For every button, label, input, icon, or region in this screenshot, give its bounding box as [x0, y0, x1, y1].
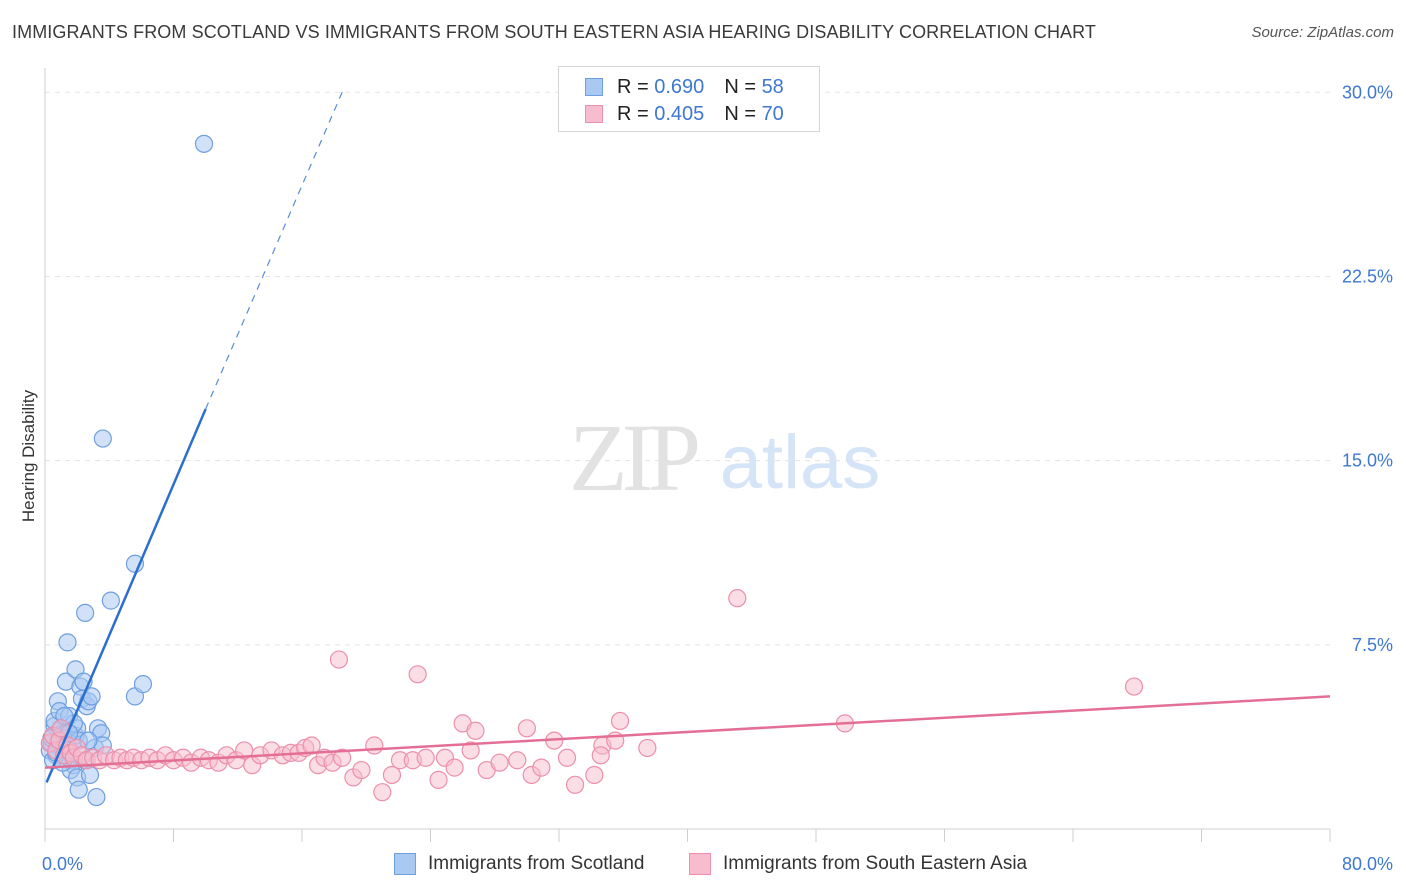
legend-swatch-pink — [585, 105, 603, 123]
sea-point — [408, 665, 427, 684]
legend-swatch-sea — [689, 853, 711, 875]
legend-row-scotland: R = 0.690 N = 58 — [585, 75, 784, 99]
scotland-point — [101, 591, 120, 610]
scotland-point — [194, 134, 214, 153]
watermark: ZIP atlas — [569, 404, 880, 511]
n-value: 58 — [761, 75, 784, 98]
sea-point — [466, 721, 485, 740]
sea-point — [557, 748, 577, 767]
sea-point — [352, 760, 371, 780]
sea-point — [365, 736, 384, 755]
scotland-point — [80, 765, 100, 785]
axes — [44, 68, 1331, 842]
scotland-point — [93, 429, 112, 448]
scotland-trend-extension — [205, 92, 343, 410]
y-tick-label: 22.5% — [1342, 266, 1393, 286]
series-scotland-points — [40, 134, 214, 807]
series-sea-points — [40, 589, 1144, 802]
r-value: 0.405 — [654, 102, 705, 125]
legend-label-scotland: Immigrants from Scotland — [428, 853, 645, 874]
sea-point — [461, 741, 480, 760]
watermark-atlas: atlas — [720, 420, 881, 505]
scotland-point — [76, 603, 95, 622]
watermark-zip: ZIP — [569, 404, 698, 511]
sea-point — [532, 758, 551, 777]
legend-item-scotland[interactable]: Immigrants from Scotland — [394, 851, 644, 877]
sea-trend-line — [44, 695, 1331, 769]
grid-lines — [45, 91, 1330, 646]
sea-point — [429, 770, 448, 789]
correlation-legend: R = 0.690 N = 58 R = 0.405 N = 70 — [558, 66, 820, 132]
sea-point — [728, 589, 747, 608]
scotland-point — [69, 780, 88, 799]
n-value: 70 — [761, 102, 784, 125]
sea-point — [591, 746, 610, 765]
scotland-point — [133, 675, 153, 694]
legend-row-sea: R = 0.405 N = 70 — [585, 102, 784, 126]
legend-label-sea: Immigrants from South Eastern Asia — [723, 853, 1028, 874]
r-label: R = — [617, 75, 649, 98]
n-label: N = — [724, 102, 756, 125]
sea-point — [490, 753, 509, 772]
legend-swatch-scotland — [394, 853, 416, 875]
sea-point — [373, 783, 392, 802]
sea-point — [416, 748, 435, 767]
r-label: R = — [617, 102, 649, 125]
chart-title: IMMIGRANTS FROM SCOTLAND VS IMMIGRANTS F… — [12, 22, 1097, 42]
scotland-point — [87, 787, 106, 807]
x-tick-label-min: 0.0% — [42, 854, 83, 874]
sea-point — [585, 765, 604, 785]
y-tick-label: 15.0% — [1342, 451, 1393, 471]
sea-point — [638, 738, 657, 758]
sea-point — [333, 748, 352, 767]
source-label: Source: ZipAtlas.com — [1251, 24, 1394, 41]
sea-point — [565, 775, 585, 794]
y-tick-label: 7.5% — [1352, 635, 1393, 655]
y-tick-label: 30.0% — [1342, 82, 1393, 102]
y-axis-label: Hearing Disability — [19, 389, 38, 522]
sea-point — [1124, 677, 1144, 696]
n-label: N = — [724, 75, 756, 98]
sea-point — [329, 650, 349, 669]
scotland-point — [58, 633, 77, 652]
sea-point — [445, 758, 464, 777]
sea-point — [508, 751, 527, 770]
legend-item-sea[interactable]: Immigrants from South Eastern Asia — [689, 851, 1027, 877]
sea-point — [382, 765, 402, 785]
tick-labels: 7.5% 15.0% 22.5% 30.0% 0.0% 80.0% — [42, 82, 1393, 874]
trend-lines — [44, 92, 1331, 783]
r-value: 0.690 — [654, 75, 705, 98]
legend-swatch-blue — [585, 78, 603, 96]
scotland-trend-line — [45, 408, 207, 783]
x-tick-label-max: 80.0% — [1342, 854, 1393, 874]
sea-point — [610, 711, 630, 731]
sea-point — [517, 719, 536, 738]
